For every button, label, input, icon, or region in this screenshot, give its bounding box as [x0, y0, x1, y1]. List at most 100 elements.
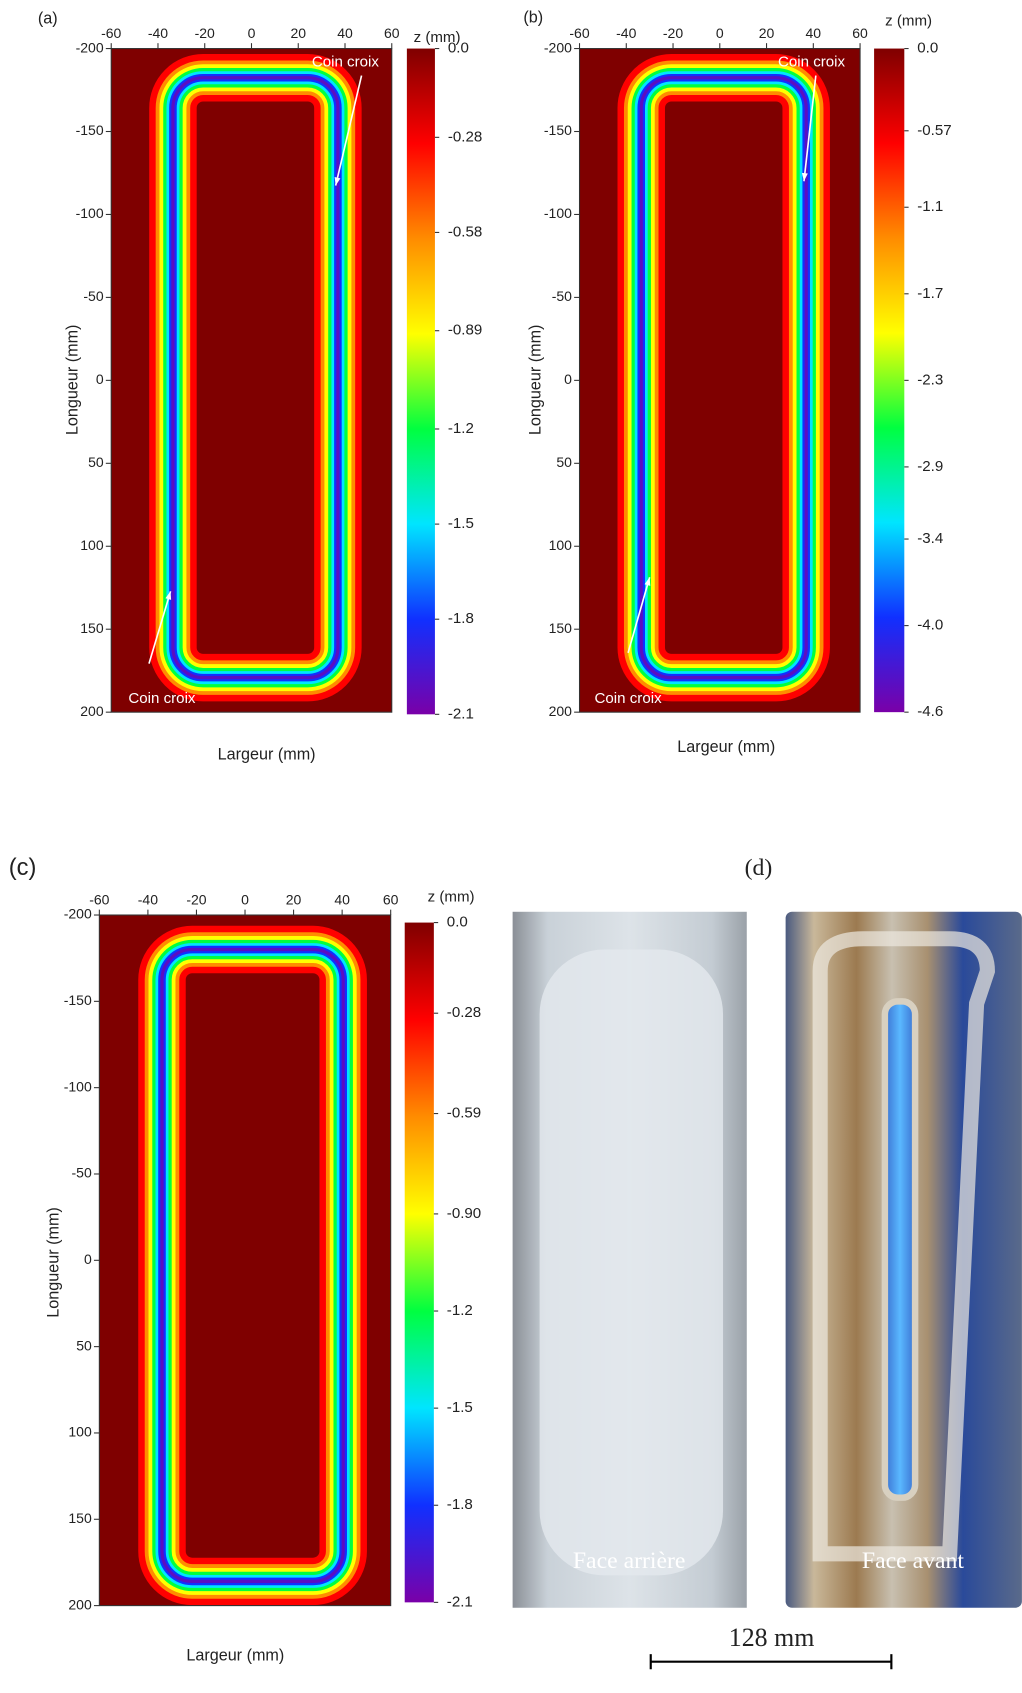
y-tick-label: -50: [72, 1165, 92, 1181]
y-tick-label: 100: [80, 537, 104, 553]
colorbar-tick-label: -2.9: [917, 458, 943, 475]
photo-front-ring: [812, 931, 995, 1562]
x-axis-label: Largeur (mm): [677, 738, 775, 756]
x-axis-label: Largeur (mm): [186, 1647, 284, 1665]
colorbar-label: z (mm): [885, 13, 932, 30]
x-tick-label: 0: [248, 25, 256, 41]
x-tick-label: -40: [616, 25, 636, 41]
annotation: Coin croix: [595, 690, 663, 707]
panel-label: (a): [38, 10, 58, 28]
heatmap-contour: [171, 76, 340, 680]
y-tick-label: 150: [80, 620, 104, 636]
heatmap-contour: [639, 76, 808, 680]
x-tick-label: -20: [186, 892, 206, 908]
x-tick-label: 0: [716, 25, 724, 41]
y-tick-label: 150: [68, 1510, 92, 1526]
colorbar-tick-label: -0.28: [448, 128, 482, 145]
x-tick-label: -20: [663, 25, 683, 41]
y-tick-label: 0: [84, 1251, 92, 1267]
photo-front-slot: [881, 998, 919, 1501]
colorbar-tick-label: -1.7: [917, 285, 943, 302]
annotation-arrowhead: [801, 172, 808, 182]
colorbar-tick-label: -0.58: [448, 223, 482, 240]
scale-bar-label: 128 mm: [729, 1623, 815, 1652]
colorbar-label: z (mm): [414, 29, 461, 46]
colorbar-tick-label: -0.59: [447, 1105, 481, 1122]
annotation: Coin croix: [128, 690, 196, 707]
colorbar-tick-label: -1.5: [448, 515, 474, 532]
colorbar-tick-label: -0.90: [447, 1205, 481, 1222]
y-tick-label: 50: [88, 454, 104, 470]
colorbar-tick-label: -1.5: [447, 1399, 473, 1416]
colorbar-tick-label: 0.0: [917, 40, 938, 57]
y-axis-label: Longueur (mm): [527, 325, 545, 436]
annotation-arrowhead: [644, 577, 651, 586]
x-tick-label: -60: [89, 892, 109, 908]
heatmap-panel: (c)-60 -40 -20 0 20 40 60-200-150-100-50050100…: [9, 855, 481, 1665]
x-tick-label: 40: [337, 25, 353, 41]
y-tick-label: 200: [68, 1596, 92, 1612]
colorbar-tick-label: -2.1: [448, 705, 474, 722]
colorbar-tick-label: -4.6: [917, 703, 943, 720]
x-tick-label: -20: [195, 25, 215, 41]
y-tick-label: 0: [564, 371, 572, 387]
x-tick-label: -40: [148, 25, 168, 41]
colorbar-tick-label: 0.0: [448, 40, 469, 57]
x-tick-label: 0: [241, 892, 249, 908]
x-tick-label: -60: [101, 25, 121, 41]
y-tick-label: -200: [544, 39, 572, 55]
colorbar-tick-label: -1.1: [917, 198, 943, 215]
heatmap-panel: (b)-60 -40 -20 0 20 40 60-200-150-100-50050100…: [523, 9, 951, 756]
heatmap-contour: [160, 947, 345, 1584]
y-tick-label: -50: [552, 288, 572, 304]
heatmap-panel: (a)-60 -40 -20 0 20 40 60-200-150-100-50050100…: [38, 10, 482, 764]
colorbar: [406, 48, 435, 715]
x-axis-label: Largeur (mm): [218, 746, 316, 764]
y-tick-label: -100: [64, 1078, 92, 1094]
annotation: Coin croix: [312, 54, 380, 71]
photo-caption: Face arrière: [573, 1548, 686, 1574]
x-tick-label: 60: [852, 25, 868, 41]
colorbar-tick-label: 0.0: [447, 914, 468, 931]
photo-back-center: [539, 949, 724, 1576]
annotation-arrow: [803, 75, 817, 182]
heatmap-field: [617, 54, 830, 702]
colorbar-tick-label: -4.0: [917, 617, 943, 634]
colorbar-tick-label: -0.28: [447, 1004, 481, 1021]
y-tick-label: 50: [76, 1337, 92, 1353]
panel-label: (d): [745, 855, 773, 881]
y-axis-label: Longueur (mm): [44, 1207, 62, 1318]
colorbar-tick-label: -0.89: [448, 322, 482, 339]
y-tick-label: -100: [544, 205, 572, 221]
x-tick-label: 60: [384, 25, 400, 41]
x-tick-label: -40: [138, 892, 158, 908]
colorbar-tick-label: -3.4: [917, 530, 943, 547]
y-tick-label: 150: [549, 620, 573, 636]
y-tick-label: 100: [68, 1424, 92, 1440]
y-tick-label: 0: [96, 371, 104, 387]
y-tick-label: -200: [64, 906, 92, 922]
panel-label: (c): [9, 855, 37, 881]
heatmap-field: [138, 925, 367, 1606]
y-tick-label: -150: [544, 122, 572, 138]
x-tick-label: 60: [383, 892, 399, 908]
annotation-arrow: [148, 591, 172, 664]
colorbar-tick-label: -1.2: [447, 1302, 473, 1319]
colorbar-tick-label: -0.57: [917, 122, 951, 139]
y-tick-label: -100: [76, 205, 104, 221]
y-tick-label: 100: [549, 537, 573, 553]
annotation-arrowhead: [334, 177, 341, 186]
photos: (d) Face arrière Face avant 128 mm: [512, 855, 1022, 1670]
y-tick-label: 200: [80, 703, 104, 719]
annotation-arrowhead: [165, 591, 172, 600]
y-tick-label: -50: [83, 288, 103, 304]
y-tick-label: -200: [76, 39, 104, 55]
x-tick-label: 20: [759, 25, 775, 41]
y-tick-label: -150: [64, 992, 92, 1008]
annotation: Coin croix: [778, 54, 846, 71]
x-tick-label: 40: [334, 892, 350, 908]
x-tick-label: -60: [569, 25, 589, 41]
x-tick-label: 40: [806, 25, 822, 41]
